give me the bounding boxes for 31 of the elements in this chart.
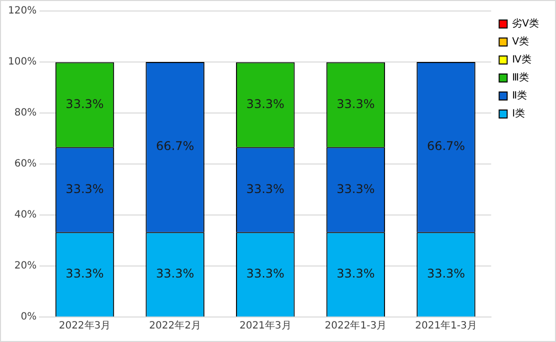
data-label: 33.3% [66,182,104,196]
legend-label: Ⅴ类 [512,36,530,48]
legend-label: Ⅲ类 [512,72,530,84]
data-label: 66.7% [426,139,466,154]
data-label: 33.3% [246,182,284,196]
data-label: 33.3% [336,266,375,280]
x-tick-label: 2022年1-3月 [324,320,387,332]
data-label: 66.7% [156,139,194,154]
x-tick-label: 2021年3月 [239,320,292,332]
data-label: 33.3% [426,266,466,280]
y-tick-label: 40% [14,210,37,221]
data-label: 33.3% [336,182,375,196]
x-tick-label: 2022年2月 [149,320,201,332]
legend-label: Ⅳ类 [512,54,532,66]
data-label: 33.3% [246,96,284,111]
y-tick-label: 120% [8,6,37,17]
y-tick-label: 80% [14,108,37,119]
y-tick-label: 100% [8,56,37,68]
legend-label: 劣Ⅴ类 [512,18,540,30]
y-tick-label: 60% [14,158,37,170]
data-label: 33.3% [66,96,104,111]
data-label: 33.3% [156,266,194,280]
legend-label: Ⅱ类 [512,90,528,102]
data-label: 33.3% [336,96,375,111]
y-tick-label: 20% [14,260,37,272]
data-label: 33.3% [66,266,104,280]
data-label: 33.3% [246,266,284,280]
x-tick-label: 2021年1-3月 [415,320,477,332]
y-tick-label: 0% [20,312,37,323]
x-tick-label: 2022年3月 [58,320,111,332]
legend-label: Ⅰ类 [512,108,526,120]
